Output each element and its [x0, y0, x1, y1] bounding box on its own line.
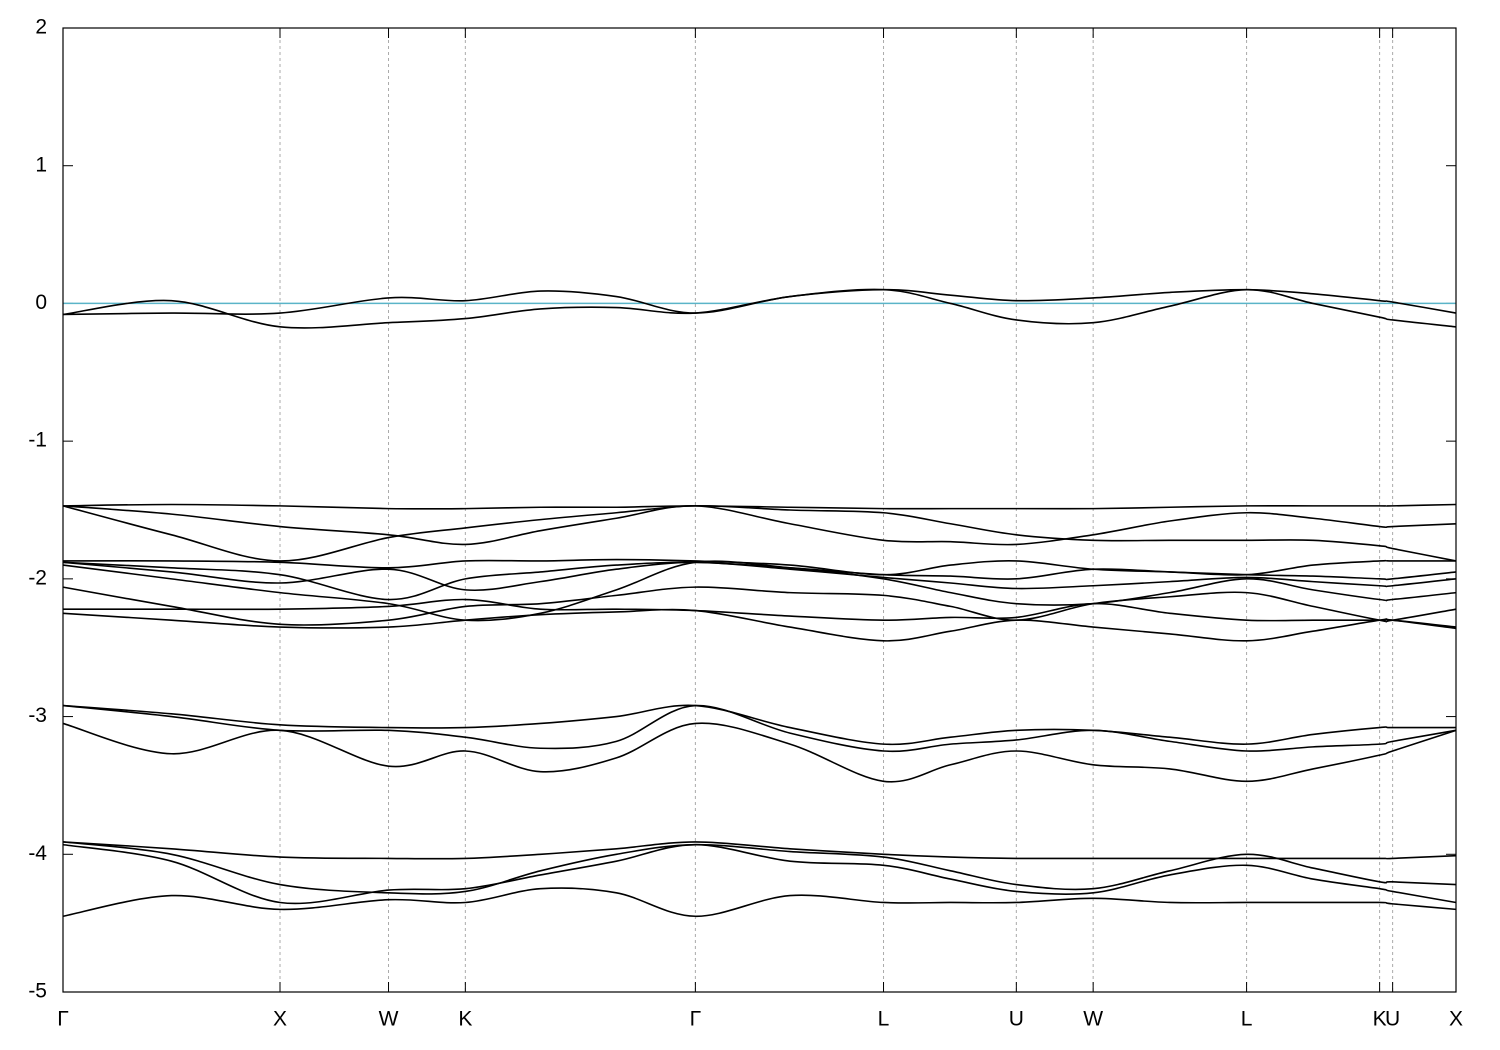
band-line: [62, 704, 1457, 753]
x-tick-label: L: [1241, 1008, 1253, 1031]
band-line: [62, 608, 1457, 642]
band-line: [62, 505, 1457, 546]
band-line: [62, 558, 1456, 576]
x-tick-label: Γ: [690, 1008, 702, 1031]
band-line: [62, 704, 1456, 746]
y-tick-label: 1: [35, 153, 47, 176]
x-tick-label: U: [1009, 1008, 1024, 1031]
x-tick-label: K: [458, 1008, 472, 1031]
band-line: [62, 841, 1457, 860]
y-tick-label: 0: [35, 291, 47, 314]
y-tick-label: -3: [28, 704, 47, 727]
band-line: [62, 722, 1457, 783]
band-line: [63, 598, 1457, 628]
y-tick-label: -2: [28, 566, 47, 589]
y-tick-label: -1: [28, 429, 47, 452]
y-tick-label: -4: [28, 842, 47, 865]
band-line: [62, 503, 1457, 510]
x-tick-label: K: [1373, 1008, 1387, 1031]
band-line: [62, 887, 1457, 918]
x-tick-label: X: [273, 1008, 287, 1031]
band-line: [62, 586, 1457, 626]
band-line: [62, 843, 1457, 905]
band-line: [62, 505, 1457, 562]
band-line: [62, 841, 1457, 895]
x-tick-label: Γ: [57, 1008, 69, 1031]
x-tick-label: X: [1449, 1008, 1463, 1031]
band-line: [62, 288, 1457, 316]
band-line: [62, 560, 1457, 622]
x-tick-label: U: [1385, 1008, 1400, 1031]
y-tick-label: 2: [35, 16, 47, 39]
x-tick-label: W: [379, 1008, 399, 1031]
plot-frame: [62, 27, 1457, 993]
x-tick-label: L: [878, 1008, 890, 1031]
y-tick-label: -5: [28, 980, 47, 1003]
x-tick-label: W: [1083, 1008, 1103, 1031]
band-line: [62, 561, 1457, 601]
